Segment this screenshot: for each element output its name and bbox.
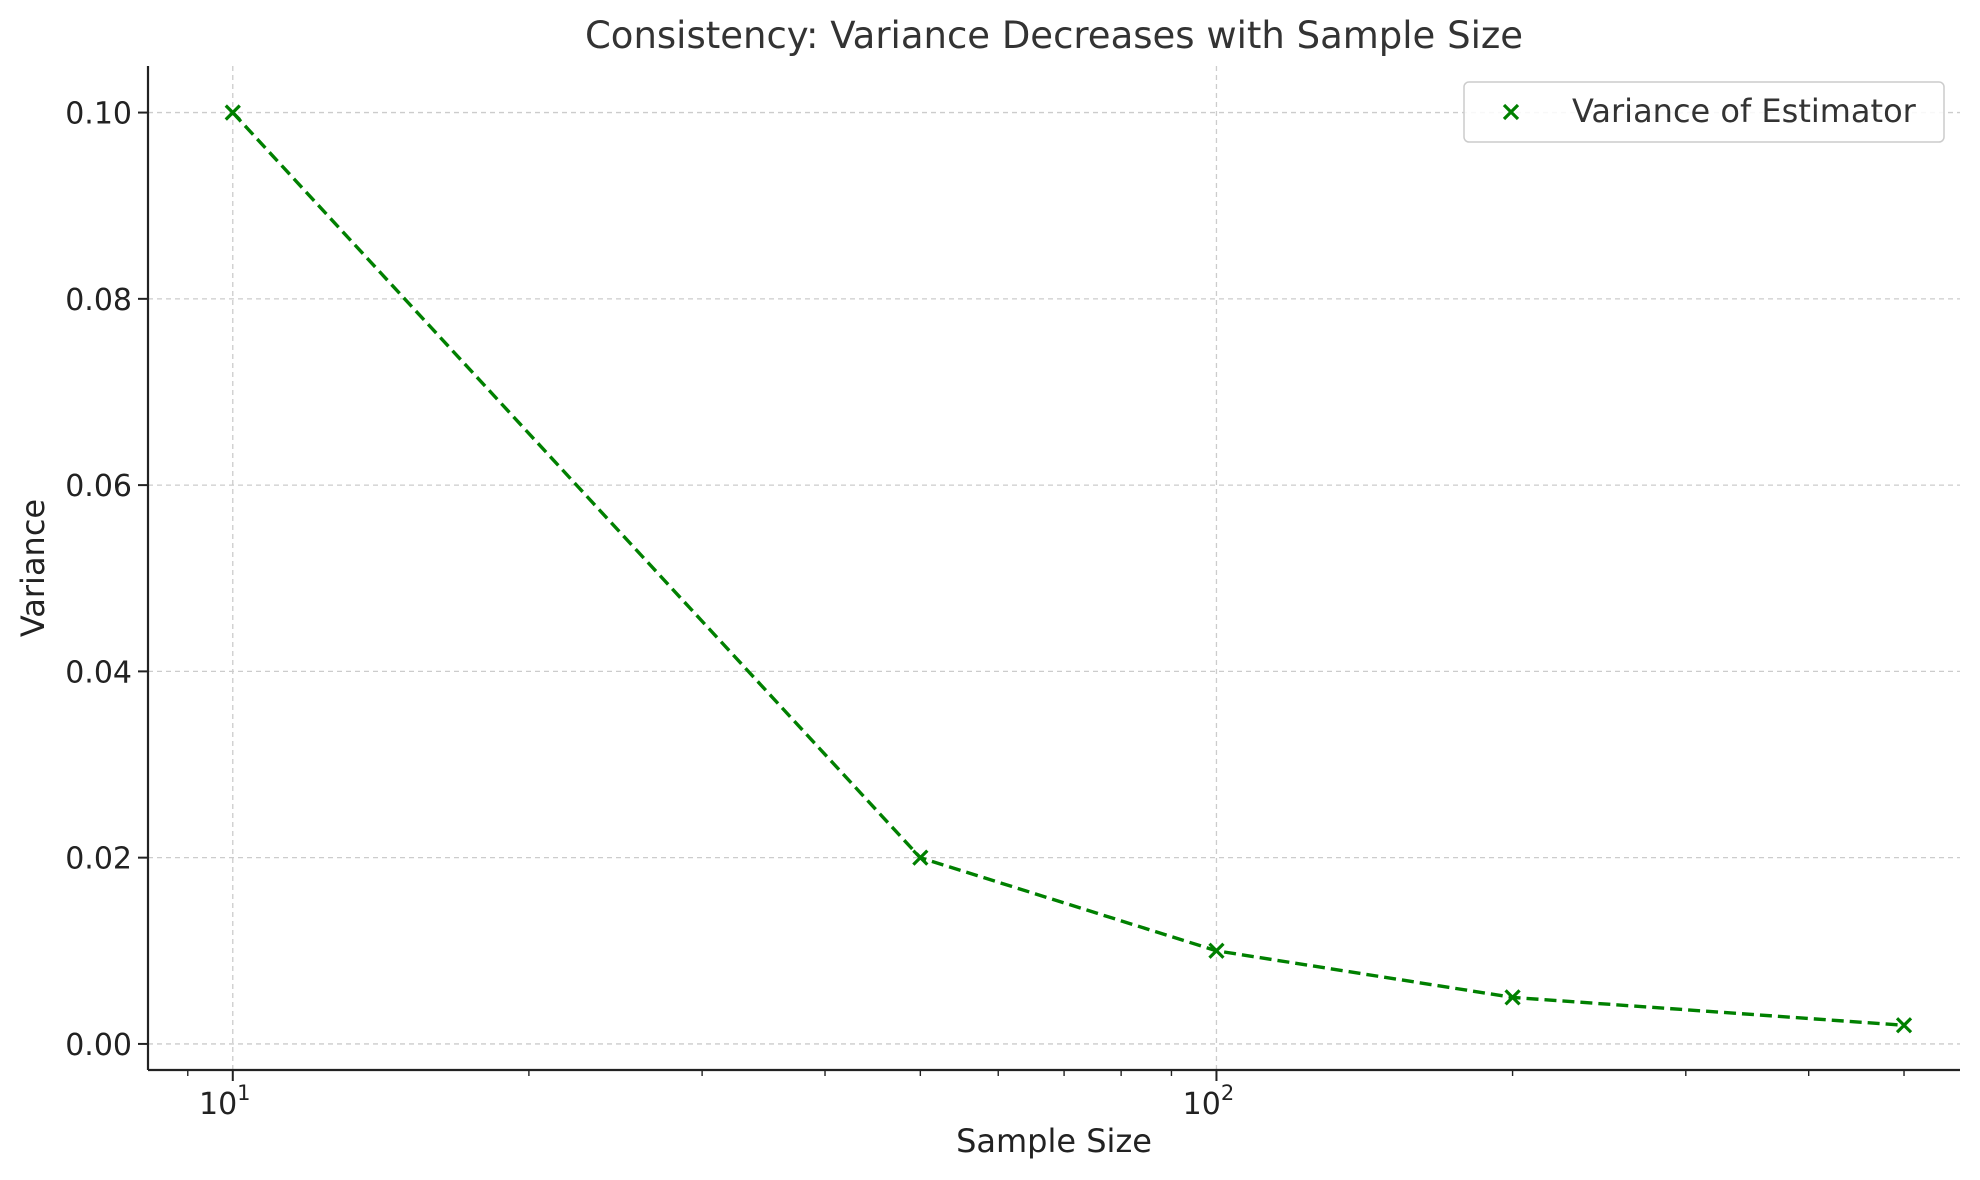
data-point-marker	[1504, 989, 1521, 1006]
series-group	[224, 104, 1913, 1034]
axes	[146, 66, 1960, 1072]
x-tick-exponent: 1	[237, 1081, 250, 1105]
x-axis-label: Sample Size	[956, 1122, 1152, 1160]
chart-title: Consistency: Variance Decreases with Sam…	[585, 14, 1523, 57]
x-tick-base: 10	[199, 1087, 237, 1122]
y-tick-label: 0.00	[65, 1028, 132, 1063]
y-axis-label: Variance	[14, 499, 52, 637]
legend-x-marker	[1502, 103, 1520, 121]
data-point-marker	[912, 849, 929, 866]
legend-marker-icon	[1502, 103, 1520, 121]
grid	[148, 66, 1960, 1070]
x-tick-exponent: 2	[1221, 1081, 1234, 1105]
data-point-marker	[1208, 942, 1225, 959]
x-tick-label: 101	[199, 1081, 251, 1122]
y-tick-label: 0.06	[65, 469, 132, 504]
y-tick-label: 0.02	[65, 842, 132, 877]
y-ticks: 0.00 0.02 0.04 0.06 0.08 0.10	[65, 97, 148, 1063]
data-point-marker	[224, 104, 241, 121]
x-ticks: 101 102	[187, 1070, 1905, 1122]
legend: Variance of Estimator	[1463, 81, 1945, 143]
data-point-marker	[1895, 1017, 1913, 1034]
x-tick-label: 102	[1183, 1081, 1235, 1122]
y-tick-label: 0.10	[65, 97, 132, 132]
legend-box	[1463, 81, 1945, 143]
y-tick-label: 0.04	[65, 655, 132, 690]
series-line	[231, 111, 1905, 1027]
y-tick-label: 0.08	[65, 283, 132, 318]
x-tick-base: 10	[1183, 1087, 1221, 1122]
legend-label: Variance of Estimator	[1572, 92, 1917, 130]
